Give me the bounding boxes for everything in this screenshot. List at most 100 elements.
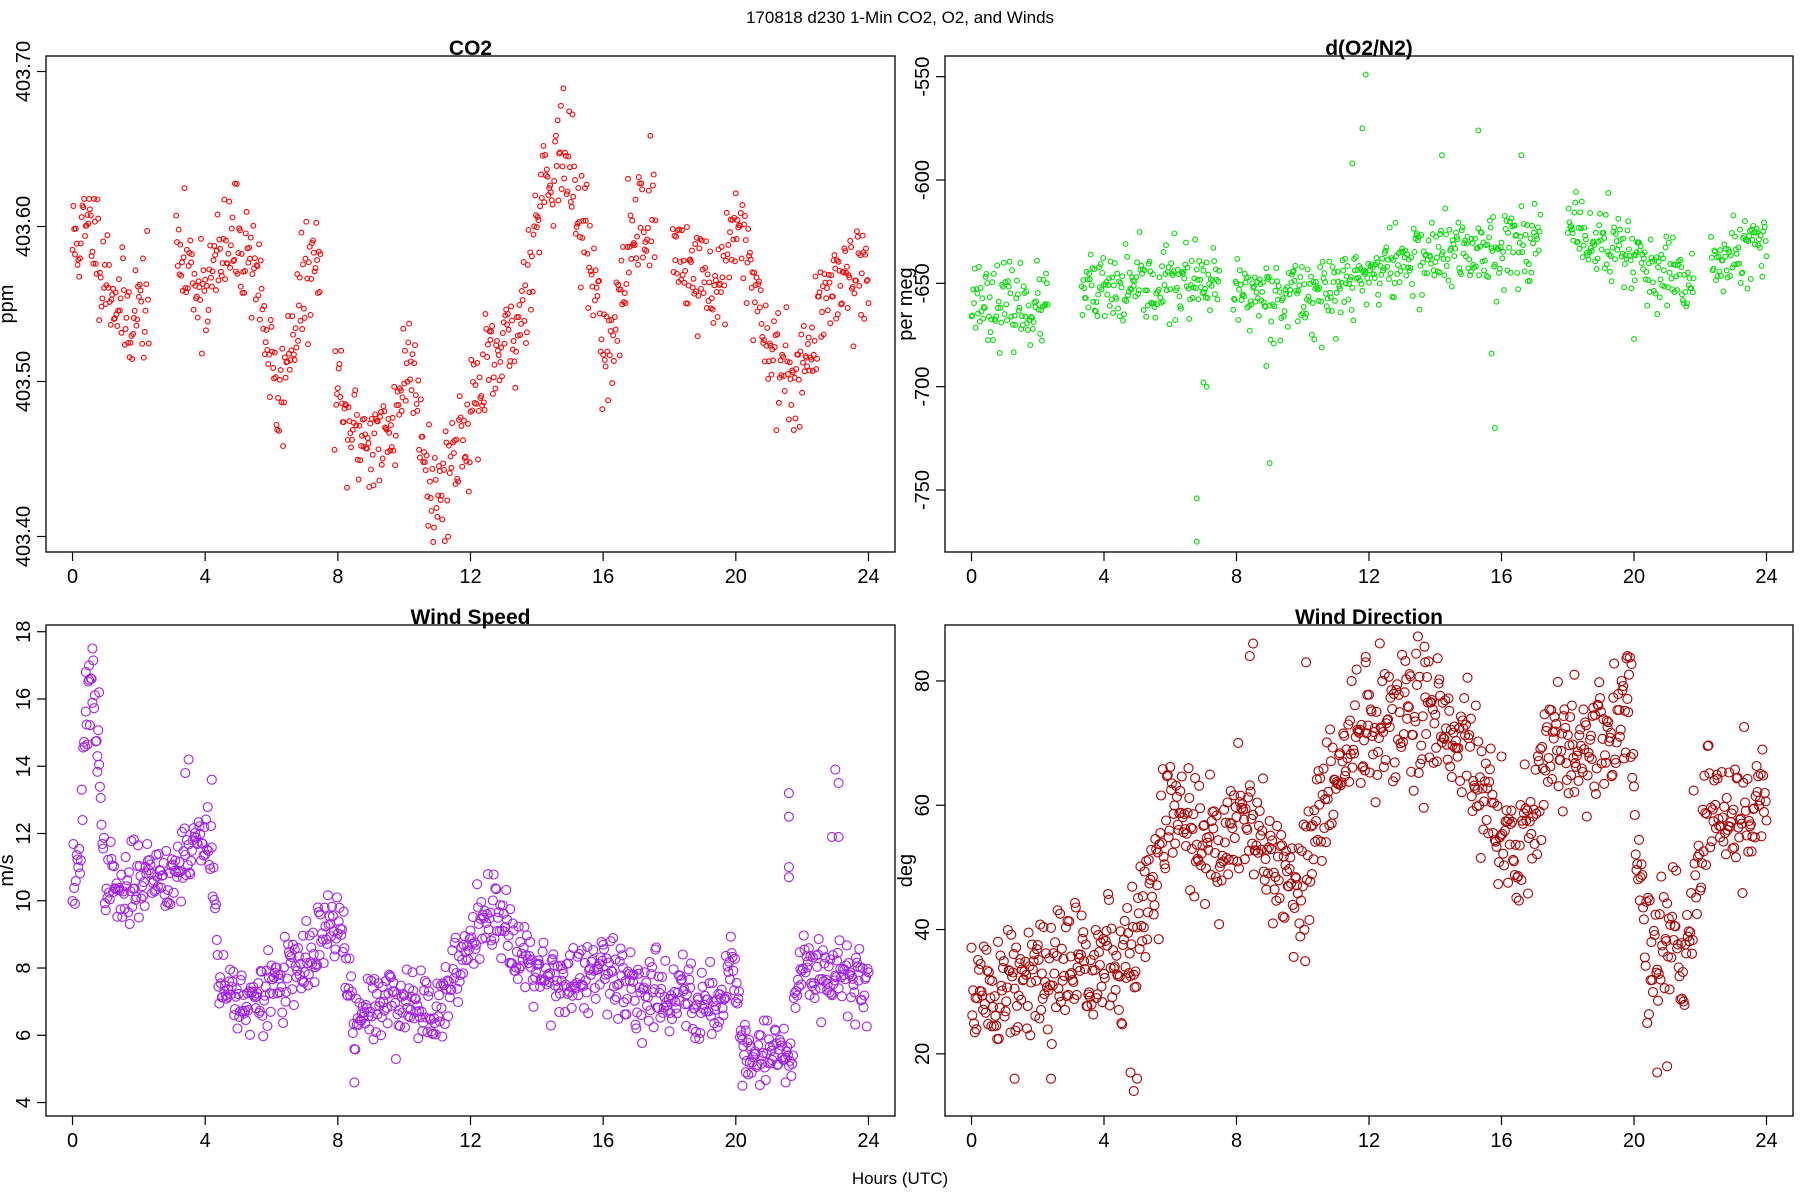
- data-point: [262, 339, 269, 346]
- data-point: [1213, 835, 1224, 846]
- data-point: [1189, 295, 1196, 301]
- data-point: [1572, 199, 1579, 206]
- data-point: [1023, 927, 1034, 938]
- data-point: [198, 350, 205, 357]
- data-point: [1593, 700, 1604, 711]
- data-point: [804, 989, 815, 1001]
- data-point: [1527, 235, 1534, 242]
- data-point: [123, 314, 130, 321]
- data-point: [1183, 763, 1194, 774]
- data-point: [275, 394, 282, 401]
- data-point: [695, 292, 702, 299]
- data-point: [1079, 956, 1090, 967]
- data-point: [252, 988, 263, 999]
- data-point: [105, 836, 116, 847]
- data-point: [457, 414, 464, 421]
- data-point: [759, 334, 766, 340]
- data-point: [206, 774, 217, 785]
- data-point: [1431, 756, 1442, 767]
- data-point: [582, 217, 589, 224]
- data-point: [733, 993, 744, 1004]
- data-point: [1305, 876, 1316, 887]
- data-point: [702, 264, 709, 271]
- data-point: [1007, 971, 1018, 982]
- data-point: [1444, 705, 1455, 716]
- data-point: [647, 987, 658, 998]
- data-point: [1236, 286, 1242, 293]
- data-point: [1210, 871, 1221, 883]
- data-point: [1240, 803, 1251, 814]
- data-point: [86, 673, 97, 684]
- data-point: [615, 943, 626, 954]
- data-point: [1548, 733, 1559, 744]
- x-tick-label: 0: [67, 1130, 78, 1152]
- data-point: [838, 301, 845, 308]
- panel-title: CO2: [449, 37, 492, 60]
- data-point: [1409, 711, 1420, 722]
- data-point: [117, 295, 124, 302]
- x-tick-label: 12: [1358, 1130, 1380, 1152]
- data-point: [980, 1007, 991, 1018]
- data-point: [1527, 811, 1539, 822]
- data-point: [1498, 860, 1510, 871]
- data-point: [1760, 796, 1771, 807]
- data-point: [1086, 276, 1093, 283]
- data-point: [596, 277, 602, 284]
- data-point: [1046, 1039, 1057, 1050]
- data-point: [1390, 294, 1397, 301]
- data-point: [526, 289, 533, 296]
- data-point: [813, 366, 820, 373]
- data-point: [817, 945, 828, 956]
- data-point: [399, 1022, 411, 1033]
- data-point: [1343, 273, 1350, 280]
- data-point: [1644, 302, 1651, 309]
- data-point: [1437, 231, 1444, 237]
- data-point: [826, 990, 838, 1001]
- data-point: [73, 862, 84, 873]
- data-point: [1419, 259, 1426, 266]
- data-point: [445, 533, 452, 540]
- data-point: [1421, 269, 1428, 276]
- data-point: [1141, 856, 1152, 867]
- data-point: [995, 950, 1006, 961]
- data-point: [314, 949, 325, 961]
- data-point: [687, 1023, 698, 1034]
- data-point: [381, 408, 388, 415]
- data-point: [176, 896, 187, 907]
- data-point: [1394, 707, 1405, 718]
- data-point: [770, 357, 777, 364]
- data-point: [1275, 283, 1282, 290]
- data-point: [581, 987, 592, 998]
- data-point: [77, 240, 84, 247]
- data-point: [484, 913, 495, 924]
- data-point: [1557, 806, 1568, 817]
- data-point: [1758, 262, 1765, 269]
- data-point: [336, 361, 343, 367]
- data-point: [227, 242, 234, 249]
- data-point: [1246, 327, 1253, 334]
- data-point: [1409, 281, 1416, 288]
- data-point: [1514, 840, 1525, 851]
- data-point: [968, 313, 975, 320]
- data-point: [1364, 767, 1375, 778]
- data-point: [831, 972, 842, 983]
- data-point: [1436, 269, 1443, 276]
- data-point: [1233, 737, 1244, 748]
- data-point: [833, 778, 844, 789]
- data-point: [1315, 773, 1326, 784]
- data-point: [1585, 256, 1592, 263]
- data-point: [1520, 803, 1531, 814]
- data-point: [653, 971, 664, 982]
- data-point: [829, 293, 836, 300]
- data-point: [1025, 1030, 1036, 1041]
- data-point: [1100, 255, 1107, 261]
- data-point: [668, 964, 679, 975]
- data-point: [1624, 227, 1631, 234]
- data-point: [690, 1026, 702, 1037]
- data-point: [200, 814, 212, 825]
- data-point: [1525, 261, 1532, 267]
- data-point: [170, 855, 181, 866]
- data-point: [841, 245, 848, 252]
- data-point: [542, 172, 549, 179]
- data-point: [217, 245, 224, 252]
